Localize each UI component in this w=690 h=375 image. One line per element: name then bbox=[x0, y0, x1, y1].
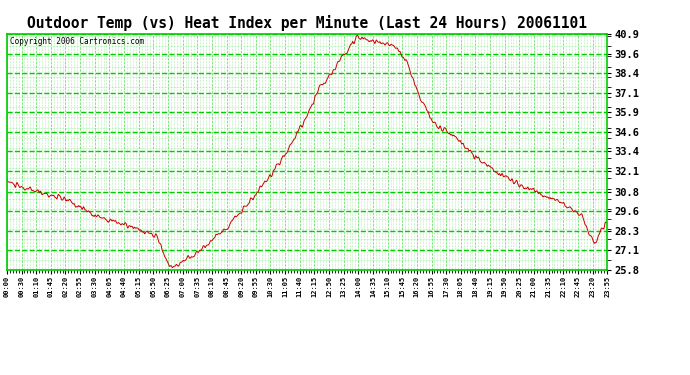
Title: Outdoor Temp (vs) Heat Index per Minute (Last 24 Hours) 20061101: Outdoor Temp (vs) Heat Index per Minute … bbox=[27, 15, 587, 31]
Text: Copyright 2006 Cartronics.com: Copyright 2006 Cartronics.com bbox=[10, 37, 144, 46]
